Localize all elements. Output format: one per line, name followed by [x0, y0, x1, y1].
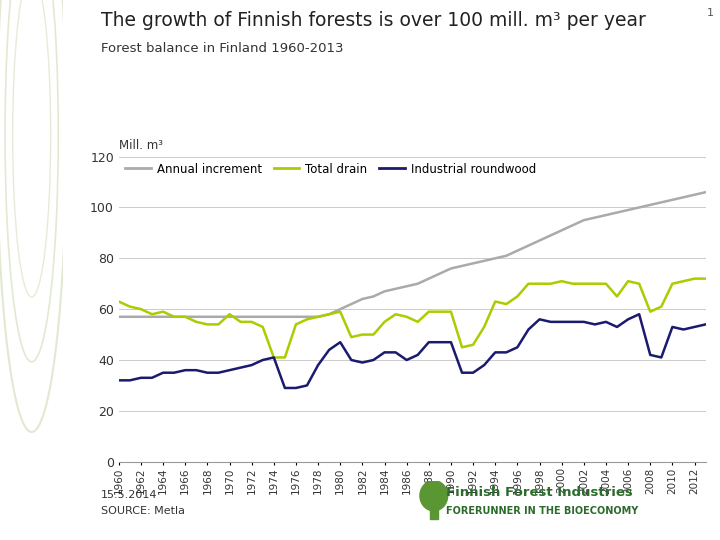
Bar	[430, 504, 438, 519]
Text: The growth of Finnish forests is over 100 mill. m³ per year: The growth of Finnish forests is over 10…	[101, 11, 646, 30]
Text: SOURCE: Metla: SOURCE: Metla	[101, 505, 185, 516]
Text: Finnish Forest Industries: Finnish Forest Industries	[446, 487, 633, 500]
Text: FORERUNNER IN THE BIOECONOMY: FORERUNNER IN THE BIOECONOMY	[446, 505, 639, 516]
Text: Mill. m³: Mill. m³	[119, 139, 163, 152]
Text: Forest balance in Finland 1960-2013: Forest balance in Finland 1960-2013	[101, 42, 343, 55]
Text: 15.5.2014: 15.5.2014	[101, 489, 157, 500]
Text: 1: 1	[707, 8, 714, 18]
Circle shape	[420, 481, 448, 511]
Legend: Annual increment, Total drain, Industrial roundwood: Annual increment, Total drain, Industria…	[125, 163, 536, 176]
